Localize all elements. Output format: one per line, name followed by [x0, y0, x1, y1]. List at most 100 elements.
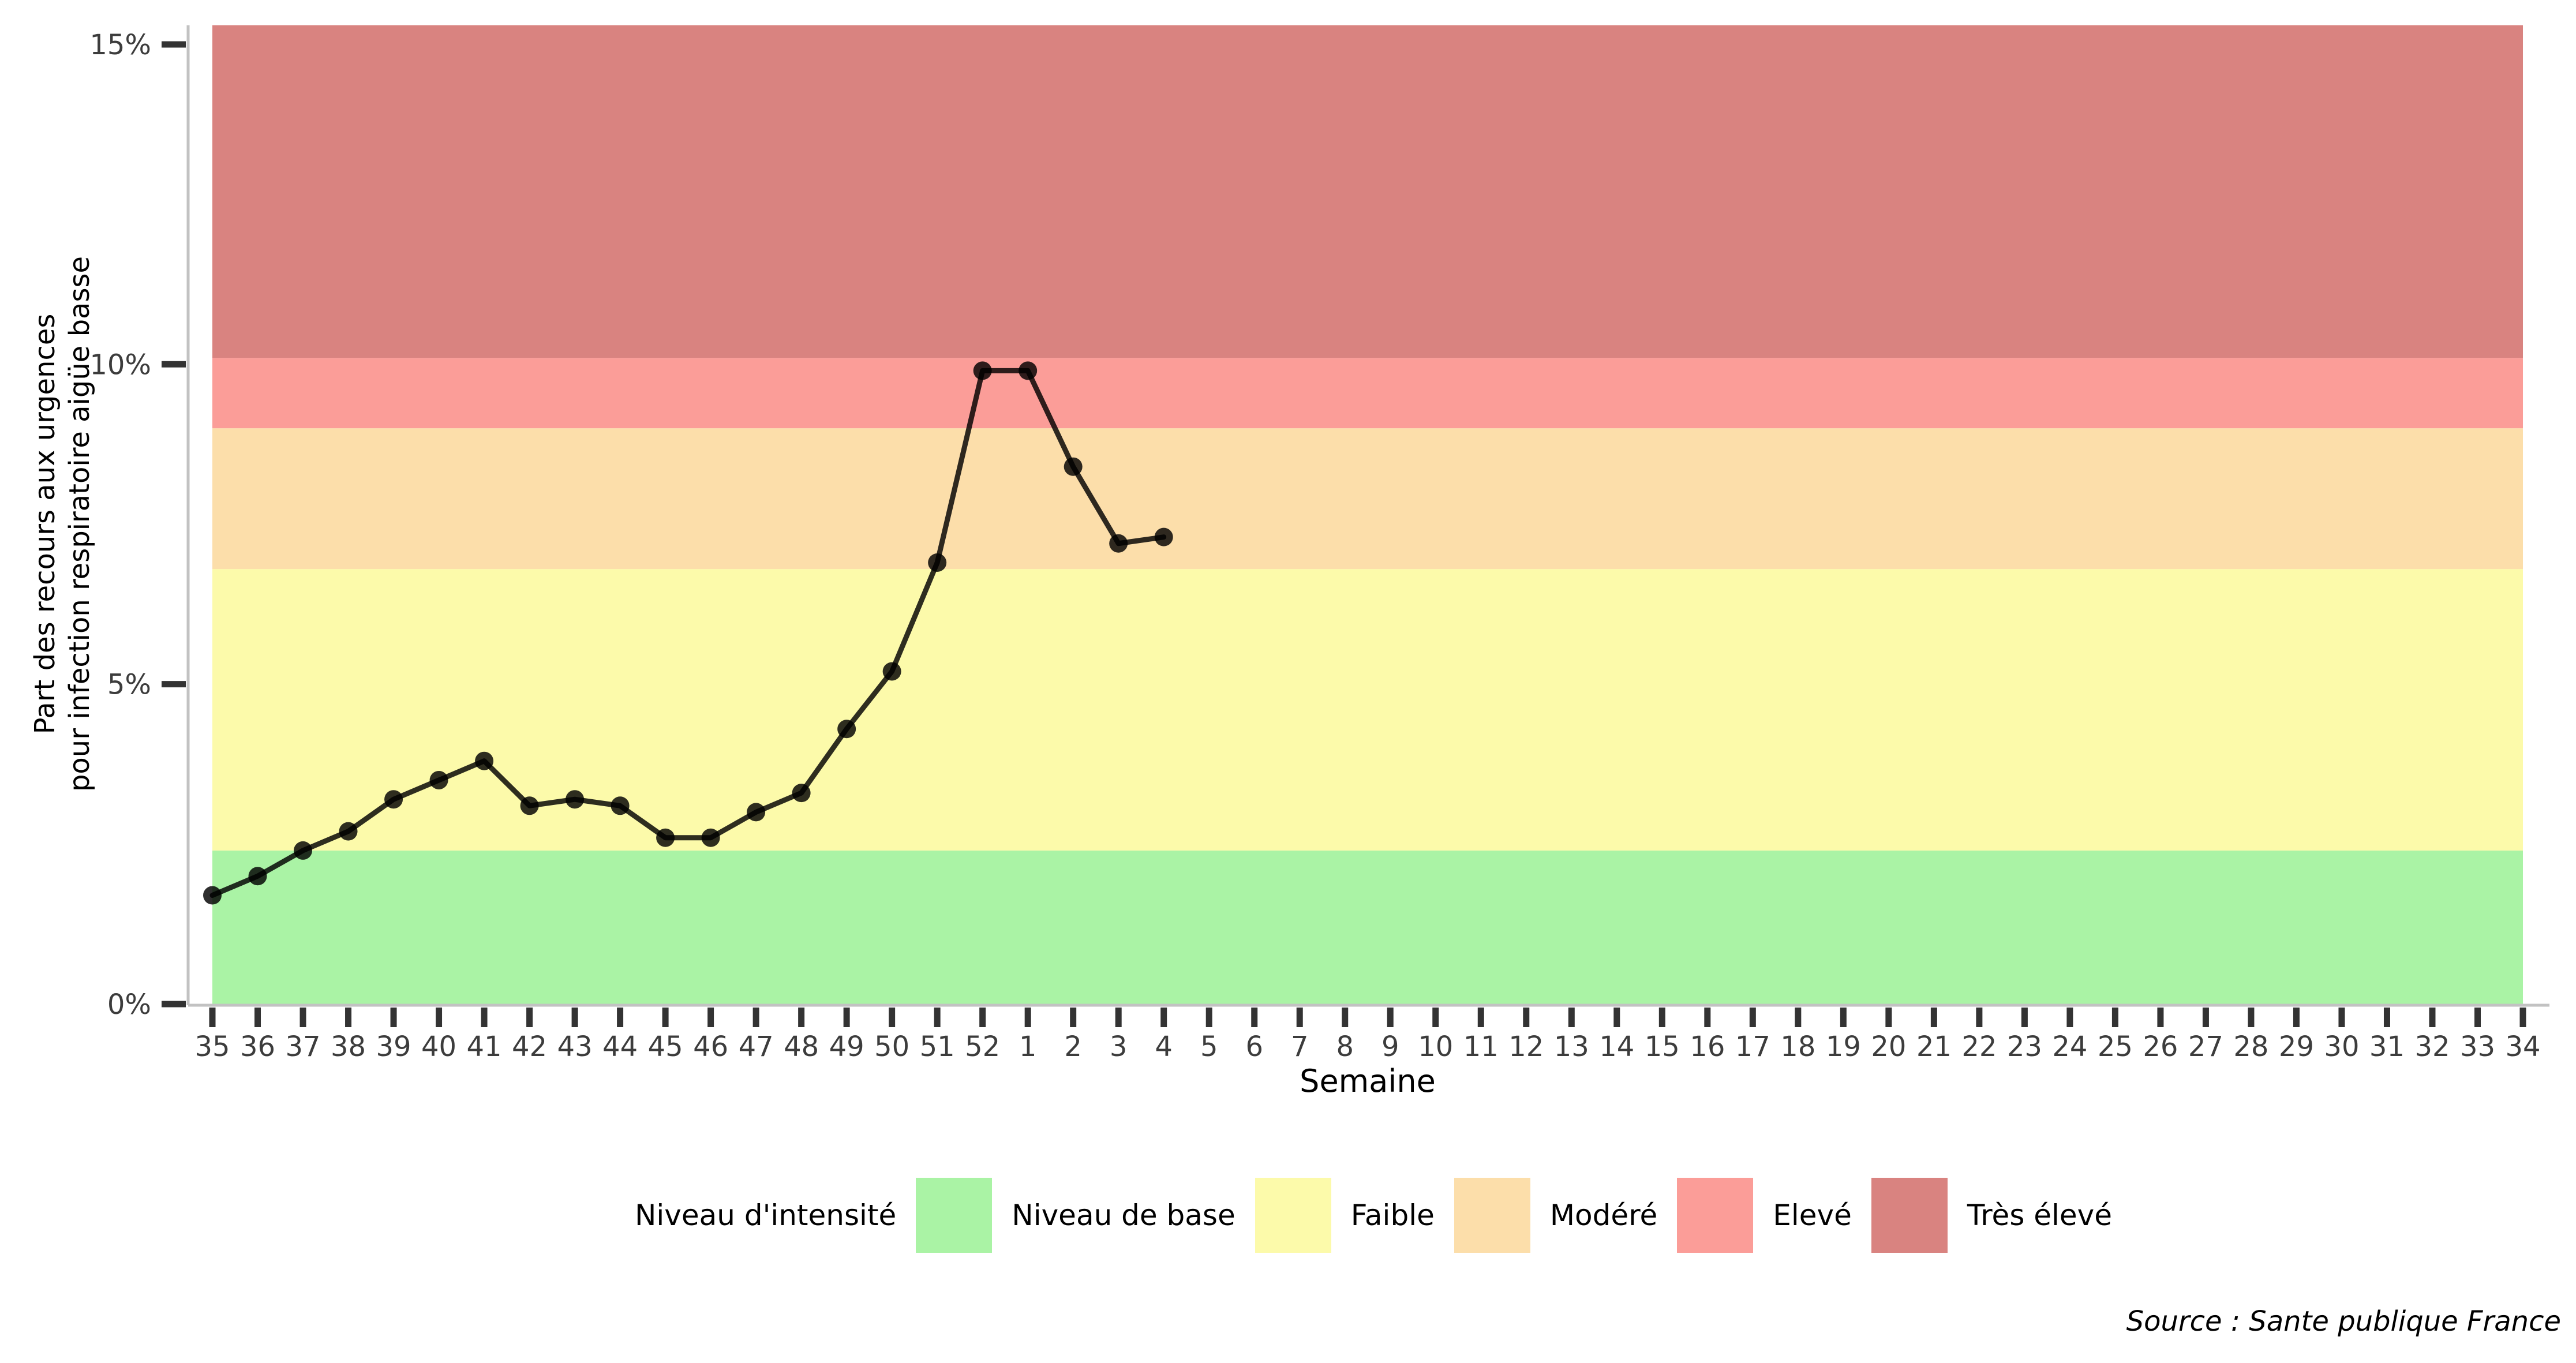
x-tick-label: 23: [2007, 1031, 2042, 1063]
legend-item: Niveau de base: [916, 1178, 1235, 1253]
x-tick-label: 31: [2369, 1031, 2405, 1063]
x-tick-label: 10: [1418, 1031, 1453, 1063]
legend-item-label: Très élevé: [1967, 1199, 2113, 1232]
data-point: [429, 770, 448, 789]
data-point: [1154, 527, 1173, 546]
x-tick-label: 49: [829, 1031, 864, 1063]
data-point: [566, 790, 585, 809]
x-tick-label: 50: [874, 1031, 909, 1063]
x-tick-label: 11: [1463, 1031, 1499, 1063]
x-tick-label: 17: [1735, 1031, 1770, 1063]
x-tick-label: 44: [602, 1031, 638, 1063]
x-tick-label: 47: [739, 1031, 774, 1063]
x-tick-label: 20: [1871, 1031, 1906, 1063]
y-tick-label: 5%: [107, 669, 151, 701]
x-tick-label: 6: [1245, 1031, 1263, 1063]
x-tick-label: 48: [784, 1031, 819, 1063]
data-point: [1109, 534, 1128, 553]
x-tick-label: 5: [1200, 1031, 1218, 1063]
x-tick-label: 45: [648, 1031, 683, 1063]
x-tick-label: 33: [2460, 1031, 2495, 1063]
legend-item: Faible: [1255, 1178, 1435, 1253]
data-point: [973, 361, 992, 380]
x-tick-label: 34: [2505, 1031, 2540, 1063]
x-tick-label: 2: [1064, 1031, 1082, 1063]
x-tick-label: 22: [1961, 1031, 1997, 1063]
x-tick-label: 14: [1599, 1031, 1634, 1063]
legend-item-label: Modéré: [1549, 1199, 1658, 1232]
x-tick-label: 21: [1916, 1031, 1952, 1063]
x-tick-label: 24: [2052, 1031, 2087, 1063]
legend-item-label: Faible: [1350, 1199, 1435, 1232]
data-point: [792, 784, 811, 803]
data-point: [294, 841, 313, 860]
x-tick-label: 46: [693, 1031, 728, 1063]
x-tick-label: 9: [1381, 1031, 1399, 1063]
x-tick-label: 4: [1155, 1031, 1173, 1063]
x-tick-label: 51: [920, 1031, 955, 1063]
legend-item: Très élevé: [1871, 1178, 2112, 1253]
source-note: Source : Sante publique France: [2126, 1305, 2561, 1338]
data-point: [520, 796, 539, 815]
data-point: [611, 796, 630, 815]
legend-title: Niveau d'intensité: [635, 1199, 897, 1232]
legend-item-label: Niveau de base: [1012, 1199, 1235, 1232]
data-point: [384, 790, 403, 809]
x-tick-label: 16: [1690, 1031, 1725, 1063]
x-tick-label: 43: [557, 1031, 593, 1063]
y-tick-label: 10%: [89, 349, 151, 381]
x-tick-label: 3: [1110, 1031, 1128, 1063]
x-axis-title: Semaine: [1300, 1063, 1436, 1099]
intensity-band: [212, 25, 2523, 358]
data-point: [701, 828, 720, 847]
data-point: [203, 886, 222, 905]
x-tick-label: 30: [2324, 1031, 2359, 1063]
x-tick-label: 7: [1291, 1031, 1309, 1063]
legend-item: Modéré: [1454, 1178, 1657, 1253]
x-tick-label: 1: [1019, 1031, 1037, 1063]
x-tick-label: 35: [194, 1031, 230, 1063]
intensity-band: [212, 358, 2523, 429]
x-tick-label: 25: [2098, 1031, 2133, 1063]
intensity-band: [212, 569, 2523, 851]
x-tick-label: 32: [2414, 1031, 2450, 1063]
x-tick-label: 26: [2143, 1031, 2178, 1063]
y-tick-label: 15%: [89, 29, 151, 61]
data-point: [1019, 361, 1038, 380]
x-tick-label: 18: [1780, 1031, 1815, 1063]
legend-swatch: [916, 1178, 993, 1253]
x-tick-label: 29: [2279, 1031, 2314, 1063]
intensity-band: [212, 850, 2523, 1004]
data-point: [475, 751, 494, 770]
data-point: [1064, 457, 1083, 476]
x-tick-label: 36: [240, 1031, 275, 1063]
legend: Niveau d'intensité Niveau de base Faible M…: [635, 1177, 2112, 1253]
legend-swatch: [1871, 1178, 1948, 1253]
data-point: [339, 822, 358, 841]
x-tick-label: 38: [331, 1031, 366, 1063]
x-tick-label: 27: [2188, 1031, 2223, 1063]
x-tick-label: 42: [512, 1031, 547, 1063]
x-tick-label: 19: [1826, 1031, 1861, 1063]
x-tick-label: 39: [376, 1031, 411, 1063]
x-tick-label: 8: [1336, 1031, 1354, 1063]
x-tick-label: 13: [1554, 1031, 1589, 1063]
x-tick-label: 41: [467, 1031, 502, 1063]
data-point: [928, 553, 947, 572]
data-point: [882, 662, 901, 681]
x-tick-label: 15: [1645, 1031, 1680, 1063]
data-line: [209, 368, 1167, 898]
x-tick-label: 28: [2233, 1031, 2268, 1063]
x-tick-label: 37: [285, 1031, 320, 1063]
data-point: [248, 867, 267, 886]
legend-swatch: [1255, 1178, 1331, 1253]
legend-swatch: [1454, 1178, 1530, 1253]
legend-item-label: Elevé: [1773, 1199, 1852, 1232]
data-point: [656, 828, 675, 847]
intensity-band: [212, 428, 2523, 570]
x-tick-label: 52: [965, 1031, 1000, 1063]
legend-swatch: [1677, 1178, 1754, 1253]
data-point: [747, 803, 766, 822]
